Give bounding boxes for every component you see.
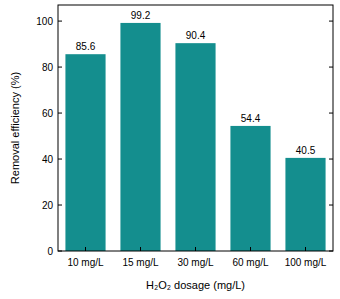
y-tick-label: 40 bbox=[42, 154, 54, 165]
x-tick bbox=[195, 247, 196, 251]
chart-svg: 85.6 99.2 90.4 54.4 40.5 0 20 40 60 80 100 10 mg/L 1… bbox=[0, 0, 340, 299]
y-tick bbox=[58, 67, 62, 68]
bar bbox=[175, 43, 215, 251]
bar bbox=[120, 23, 160, 251]
bar bbox=[285, 158, 325, 251]
y-tick-right bbox=[329, 159, 333, 160]
x-tick bbox=[140, 247, 141, 251]
data-label: 54.4 bbox=[241, 113, 261, 124]
x-tick-label: 100 mg/L bbox=[285, 257, 327, 268]
y-tick-label: 100 bbox=[36, 16, 53, 27]
data-label: 85.6 bbox=[76, 41, 96, 52]
x-tick-label: 10 mg/L bbox=[67, 257, 104, 268]
y-tick bbox=[58, 159, 62, 160]
y-tick-label: 80 bbox=[42, 62, 54, 73]
y-tick-label: 20 bbox=[42, 200, 54, 211]
data-label: 90.4 bbox=[186, 30, 206, 41]
x-tick-label: 30 mg/L bbox=[177, 257, 214, 268]
y-tick bbox=[58, 251, 62, 252]
x-tick-label: 15 mg/L bbox=[122, 257, 159, 268]
x-tick bbox=[250, 247, 251, 251]
plot-frame bbox=[58, 5, 333, 251]
y-tick-right bbox=[329, 21, 333, 22]
y-tick-label: 0 bbox=[47, 246, 53, 257]
x-axis-label: H₂O₂ dosage (mg/L) bbox=[146, 279, 245, 291]
y-axis-label: Removal efficiency (%) bbox=[9, 72, 21, 184]
y-tick-label: 60 bbox=[42, 108, 54, 119]
data-label: 40.5 bbox=[296, 145, 316, 156]
y-tick-right bbox=[329, 251, 333, 252]
y-tick-right bbox=[329, 67, 333, 68]
y-tick bbox=[58, 113, 62, 114]
y-tick bbox=[58, 21, 62, 22]
chart-container: 85.6 99.2 90.4 54.4 40.5 0 20 40 60 80 100 10 mg/L 1… bbox=[0, 0, 340, 299]
x-tick bbox=[85, 247, 86, 251]
y-tick bbox=[58, 205, 62, 206]
y-tick-right bbox=[329, 113, 333, 114]
data-label: 99.2 bbox=[131, 10, 151, 21]
bars bbox=[65, 23, 325, 251]
bar bbox=[65, 54, 105, 251]
x-tick-label: 60 mg/L bbox=[232, 257, 269, 268]
x-tick bbox=[305, 247, 306, 251]
bar bbox=[230, 126, 270, 251]
y-tick-right bbox=[329, 205, 333, 206]
